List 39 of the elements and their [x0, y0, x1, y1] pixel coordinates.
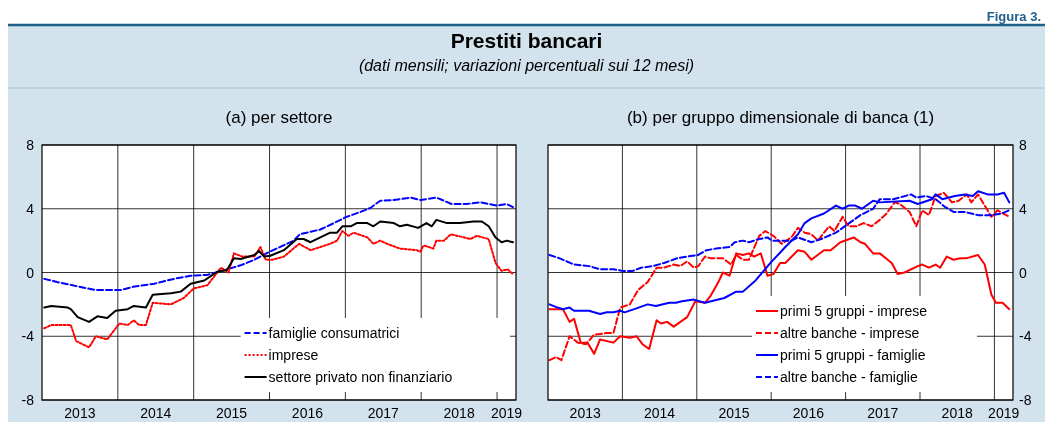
x-tick-label: 2018	[941, 405, 973, 421]
y-tick-label: -8	[21, 392, 35, 408]
x-tick-label: 2016	[291, 405, 324, 421]
x-tick-label: 2019	[490, 405, 523, 421]
line-series	[548, 191, 1011, 362]
x-tick-label: 2015	[216, 405, 248, 421]
y-tick-label: -8	[1019, 392, 1032, 408]
legend-label: imprese	[268, 347, 319, 363]
y-tick-label: 8	[26, 137, 35, 153]
x-tick-label: 2017	[867, 405, 899, 421]
y-tick-label: 0	[26, 264, 35, 281]
chart-title: (a) per settore	[225, 108, 333, 127]
line-series	[43, 196, 514, 292]
legend-label: settore privato non finanziario	[268, 369, 453, 385]
text: Prestiti bancari	[450, 29, 603, 52]
y-tick-label: 4	[26, 200, 35, 217]
x-tick-label: 2019	[988, 405, 1020, 421]
legend-label: altre banche - famiglie	[780, 369, 918, 385]
x-tick-label: 2018	[443, 405, 475, 421]
legend-label: primi 5 gruppi - famiglie	[780, 347, 926, 363]
x-tick-label: 2014	[140, 405, 172, 421]
y-tick-label: -4	[1019, 328, 1032, 345]
legend-label: primi 5 gruppi - imprese	[780, 303, 928, 319]
x-tick-label: 2013	[64, 405, 96, 421]
x-tick-label: 2017	[367, 405, 400, 421]
text: Figura 3.	[986, 9, 1041, 24]
x-tick-label: 2013	[569, 405, 601, 421]
y-tick-label: 0	[1019, 264, 1027, 281]
legend-label: altre banche - imprese	[780, 325, 920, 341]
line-series	[43, 230, 514, 349]
x-tick-label: 2015	[718, 405, 750, 421]
y-tick-label: -4	[21, 328, 35, 345]
legend-label: famiglie consumatrici	[268, 325, 400, 341]
x-tick-label: 2016	[792, 405, 825, 421]
chart-title: (b) per gruppo dimensionale di banca (1)	[626, 108, 935, 127]
text: (dati mensili; variazioni percentuali sui 12 mesi)	[358, 57, 695, 74]
y-tick-label: 8	[1019, 137, 1027, 153]
y-tick-label: 4	[1019, 200, 1027, 217]
x-tick-label: 2014	[644, 405, 676, 421]
